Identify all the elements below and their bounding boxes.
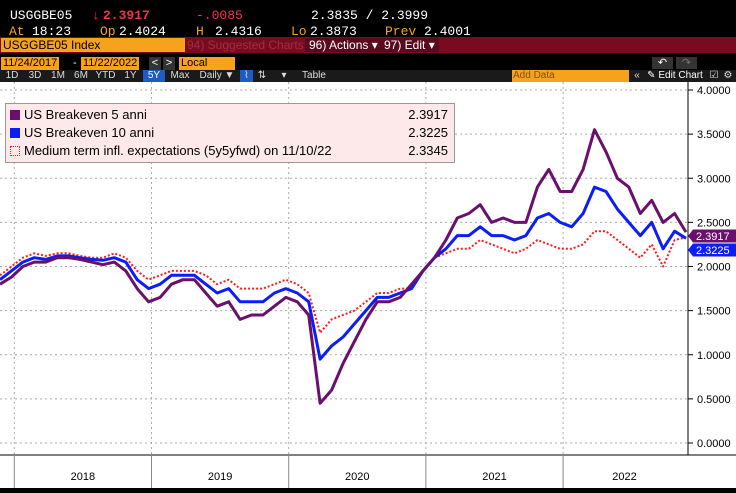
legend: US Breakeven 5 anni 2.3917 US Breakeven 1… xyxy=(5,103,455,163)
security-field[interactable]: USGGBE05 Index xyxy=(1,38,185,52)
y-tick-label: 0.0000 xyxy=(697,438,731,450)
y-tick-label: 4.0000 xyxy=(697,85,731,97)
quote-row-2: At 18:23 Op 2.4024 H 2.4316 Lo 2.3873 Pr… xyxy=(0,24,736,40)
add-data-input[interactable]: Add Data xyxy=(512,70,629,82)
low: 2.3873 xyxy=(310,24,357,39)
bar-chart-icon[interactable]: ⇅ xyxy=(257,70,267,81)
undo-icon[interactable]: ↶ xyxy=(652,57,673,69)
edit-button[interactable]: 97) Edit ▾ xyxy=(380,38,439,52)
series-line-1 xyxy=(0,185,687,361)
range-button-1m[interactable]: 1M xyxy=(51,70,65,81)
y-tick-label: 3.5000 xyxy=(697,129,731,141)
last-value-tag xyxy=(688,243,736,257)
last-value-tag xyxy=(688,229,736,243)
actions-button[interactable]: 96) Actions ▾ xyxy=(305,38,382,52)
suggested-charts-button[interactable]: 94) Suggested Charts xyxy=(187,38,304,52)
legend-label: Medium term infl. expectations (5y5yfwd)… xyxy=(24,143,332,158)
dropdown-icon[interactable]: ▾ xyxy=(281,70,287,81)
range-button-5y[interactable]: 5Y xyxy=(143,70,165,82)
collapse-icon[interactable]: « xyxy=(634,70,640,81)
line-chart: 0.0000 0.5000 1.0000 1.5000 2.0000 2.5000 3.00… xyxy=(0,82,736,488)
y-tick-label: 1.0000 xyxy=(697,350,731,362)
high: 2.4316 xyxy=(215,24,262,39)
frequency-select[interactable]: Daily ▼ xyxy=(199,70,235,81)
at-label: At xyxy=(9,24,25,39)
low-label: Lo xyxy=(291,24,307,39)
net-change: -.0085 xyxy=(196,8,243,23)
legend-value: 2.3345 xyxy=(408,143,448,158)
prev-label: Prev xyxy=(385,24,417,39)
series-line-2 xyxy=(0,230,687,334)
range-button-ytd[interactable]: YTD xyxy=(95,70,116,81)
quote-row-1: USGGBE05 ↓ 2.3917 -.0085 2.3835 / 2.3999 xyxy=(0,8,736,24)
command-bar: USGGBE05 Index 94) Suggested Charts 96) … xyxy=(0,37,736,53)
table-button[interactable]: Table xyxy=(302,70,326,81)
legend-item-10y: US Breakeven 10 anni 2.3225 xyxy=(10,124,450,142)
legend-value: 2.3225 xyxy=(408,125,448,140)
bid-ask: 2.3835 / 2.3999 xyxy=(311,8,429,23)
time: 18:23 xyxy=(32,24,72,39)
legend-swatch xyxy=(10,146,20,156)
date-row: 11/24/2017 - 11/22/2022 < > Local CCY xyxy=(0,57,736,82)
x-tick-label: 2020 xyxy=(345,471,369,483)
range-button-6m[interactable]: 6M xyxy=(74,70,88,81)
y-tick-label: 2.0000 xyxy=(697,262,731,274)
prev: 2.4001 xyxy=(424,24,471,39)
range-button-1y[interactable]: 1Y xyxy=(124,70,137,81)
next-period-button[interactable]: > xyxy=(163,57,175,70)
range-button-1d[interactable]: 1D xyxy=(5,70,19,81)
end-date-input[interactable]: 11/22/2022 xyxy=(81,57,140,70)
open: 2.4024 xyxy=(119,24,166,39)
ticker: USGGBE05 xyxy=(10,8,73,23)
range-button-max[interactable]: Max xyxy=(170,70,190,81)
legend-label: US Breakeven 10 anni xyxy=(24,125,155,140)
legend-item-5y5y: Medium term infl. expectations (5y5yfwd)… xyxy=(10,142,450,160)
open-label: Op xyxy=(100,24,116,39)
legend-swatch xyxy=(10,110,20,120)
series-line-0 xyxy=(0,128,688,405)
redo-icon[interactable]: ↷ xyxy=(676,57,697,69)
x-tick-label: 2022 xyxy=(612,471,636,483)
start-date-input[interactable]: 11/24/2017 xyxy=(1,57,60,70)
y-tick-label: 3.0000 xyxy=(697,173,731,185)
edit-chart-button[interactable]: ✎ Edit Chart xyxy=(647,70,703,81)
y-tick-label: 2.5000 xyxy=(697,217,731,229)
gear-icon[interactable]: ⚙ xyxy=(723,70,733,81)
last-value-label: 2.3225 xyxy=(696,245,730,257)
legend-swatch xyxy=(10,128,20,138)
legend-item-5y: US Breakeven 5 anni 2.3917 xyxy=(10,106,450,124)
legend-value: 2.3917 xyxy=(408,107,448,122)
prev-period-button[interactable]: < xyxy=(149,57,161,70)
y-tick-label: 1.5000 xyxy=(697,306,731,318)
x-tick-label: 2021 xyxy=(482,471,506,483)
x-tick-label: 2018 xyxy=(71,471,95,483)
currency-select[interactable]: Local CCY xyxy=(179,57,235,82)
range-toolbar: 1D 3D 1M 6M YTD 1Y 5Y Max Daily ▼ ⌇ ⇅ ▾ Table A… xyxy=(0,70,736,82)
x-tick-label: 2019 xyxy=(208,471,232,483)
high-label: H xyxy=(196,24,204,39)
last-value-label: 2.3917 xyxy=(696,231,730,243)
legend-label: US Breakeven 5 anni xyxy=(24,107,147,122)
checkbox-icon[interactable]: ☑ xyxy=(709,70,719,81)
last-price: 2.3917 xyxy=(103,8,150,23)
edit-chart-label: Edit Chart xyxy=(658,70,703,81)
date-separator: - xyxy=(73,57,77,69)
line-chart-icon[interactable]: ⌇ xyxy=(240,70,253,82)
y-tick-label: 0.5000 xyxy=(697,394,731,406)
range-button-3d[interactable]: 3D xyxy=(28,70,42,81)
down-arrow-icon: ↓ xyxy=(92,8,100,23)
